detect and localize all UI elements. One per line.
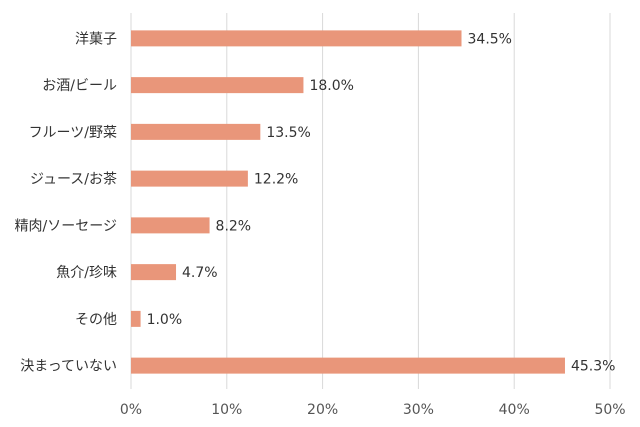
category-label: その他	[75, 312, 117, 328]
category-label: 精肉/ソーセージ	[15, 218, 117, 234]
category-label: ジュース/お茶	[30, 172, 117, 188]
grid-lines	[130, 13, 611, 389]
x-tick-label: 30%	[403, 402, 434, 418]
data-label: 1.0%	[147, 312, 183, 328]
bar	[131, 170, 248, 187]
bar	[131, 77, 304, 94]
bar	[131, 217, 210, 234]
value-labels: 34.5% 18.0% 13.5% 12.2% 8.2% 4.7% 1.0% 45.3%	[147, 31, 616, 374]
bar	[131, 310, 141, 327]
x-tick-labels: 0% 10% 20% 30% 40% 50%	[120, 402, 626, 418]
category-label: 魚介/珍味	[56, 265, 117, 281]
bar	[131, 264, 177, 281]
x-tick-label: 10%	[211, 402, 242, 418]
category-label: 洋菓子	[75, 31, 117, 47]
category-label: お酒/ビール	[42, 78, 117, 94]
category-label: 決まっていない	[20, 359, 117, 375]
data-label: 8.2%	[216, 218, 252, 234]
category-label: フルーツ/野菜	[29, 125, 117, 141]
bar	[131, 357, 565, 374]
bars	[131, 30, 565, 374]
data-label: 13.5%	[266, 125, 310, 141]
x-tick-label: 50%	[594, 402, 625, 418]
x-tick-label: 40%	[499, 402, 530, 418]
data-label: 45.3%	[571, 359, 615, 375]
bar	[131, 30, 462, 47]
category-labels: 洋菓子お酒/ビールフルーツ/野菜ジュース/お茶精肉/ソーセージ魚介/珍味その他決…	[15, 31, 117, 374]
data-label: 12.2%	[254, 172, 298, 188]
x-tick-label: 20%	[307, 402, 338, 418]
x-tick-label: 0%	[120, 402, 142, 418]
data-label: 34.5%	[468, 31, 512, 47]
data-label: 4.7%	[182, 265, 218, 281]
data-label: 18.0%	[309, 78, 353, 94]
bar	[131, 123, 261, 140]
